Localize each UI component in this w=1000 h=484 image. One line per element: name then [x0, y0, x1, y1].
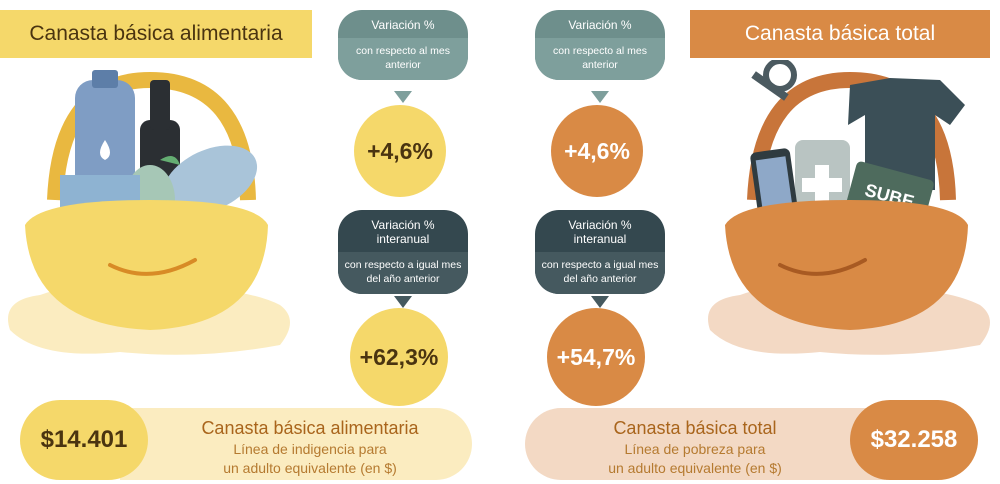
left-annual-pointer [394, 296, 412, 308]
right-monthly-pointer [591, 91, 609, 103]
right-annual-sub: con respecto a igual mes del año anterio… [535, 252, 665, 294]
keys-icon [751, 60, 797, 101]
left-amount: $14.401 [40, 426, 128, 453]
right-monthly-value: +4,6% [551, 105, 643, 197]
left-monthly-label: Variación % [371, 18, 435, 32]
right-bottom-line2: un adulto equivalente (en $) [608, 460, 782, 476]
food-basket-illustration [8, 70, 290, 355]
right-annual-pointer [591, 296, 609, 308]
left-bottom-title: Canasta básica alimentaria [201, 418, 419, 438]
right-bottom-title: Canasta básica total [613, 418, 777, 438]
left-bottom-line1: Línea de indigencia para [233, 441, 387, 457]
right-amount: $32.258 [870, 426, 958, 453]
left-title: Canasta básica alimentaria [0, 10, 312, 58]
left-annual-bubble: Variación % interanual con respecto a ig… [338, 210, 468, 294]
left-amount-pill: $14.401 [20, 400, 148, 480]
right-annual-value: +54,7% [547, 308, 645, 406]
right-monthly-sub: con respecto al mes anterior [535, 38, 665, 80]
right-annual-value-text: +54,7% [556, 343, 636, 370]
left-annual-value: +62,3% [350, 308, 448, 406]
left-monthly-bubble: Variación % con respecto al mes anterior [338, 10, 468, 80]
right-monthly-bubble: Variación % con respecto al mes anterior [535, 10, 665, 80]
left-bottom-band [120, 408, 472, 480]
right-title-text: Canasta básica total [744, 22, 936, 45]
left-monthly-sub: con respecto al mes anterior [338, 38, 468, 80]
left-title-text: Canasta básica alimentaria [29, 22, 283, 45]
right-title: Canasta básica total [690, 10, 990, 58]
bread-icon [162, 145, 258, 215]
left-bottom-line2: un adulto equivalente (en $) [223, 460, 397, 476]
right-monthly-label: Variación % [568, 18, 632, 32]
left-annual-value-text: +62,3% [359, 343, 439, 370]
left-annual-sub: con respecto a igual mes del año anterio… [338, 252, 468, 294]
right-bottom-line1: Línea de pobreza para [624, 441, 766, 457]
right-annual-label: Variación % interanual [568, 218, 632, 246]
total-basket-illustration: SUBE [708, 60, 990, 355]
right-amount-pill: $32.258 [850, 400, 978, 480]
tshirt-icon [848, 78, 965, 190]
left-monthly-value: +4,6% [354, 105, 446, 197]
left-annual-label: Variación % interanual [371, 218, 435, 246]
right-bottom-band [525, 408, 885, 480]
right-monthly-value-text: +4,6% [564, 137, 630, 164]
right-annual-bubble: Variación % interanual con respecto a ig… [535, 210, 665, 294]
left-monthly-value-text: +4,6% [367, 137, 433, 164]
left-monthly-pointer [394, 91, 412, 103]
